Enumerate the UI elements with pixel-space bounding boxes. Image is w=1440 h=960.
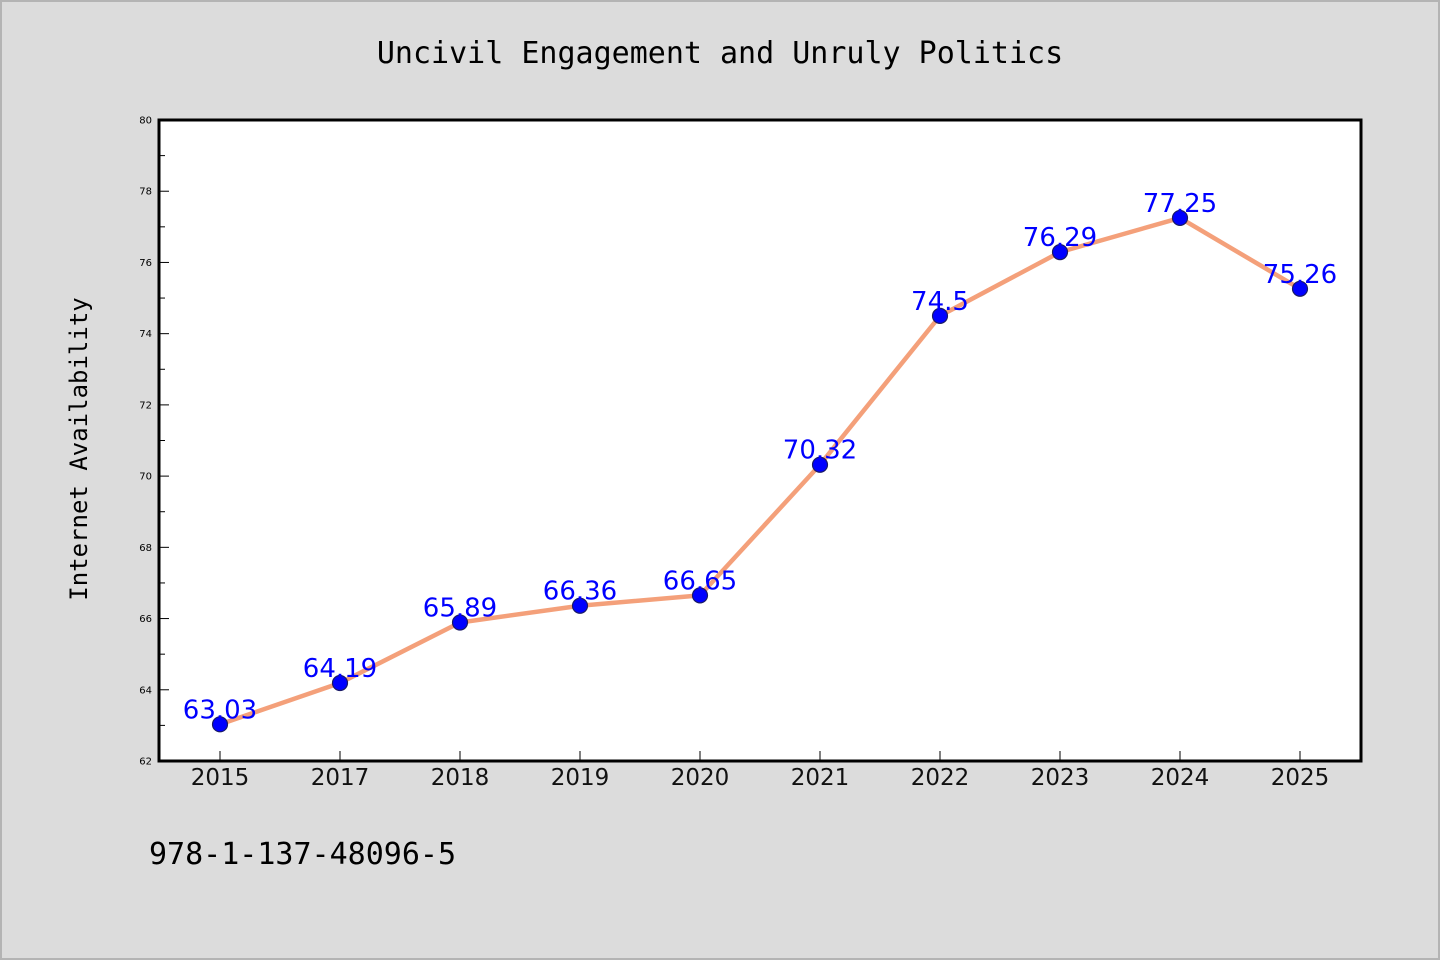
y-axis-label: Internet Availability	[65, 297, 93, 600]
chart-title: Uncivil Engagement and Unruly Politics	[377, 36, 1063, 71]
footer-isbn: 978-1-137-48096-5	[149, 837, 456, 872]
x-tick-label: 2018	[431, 765, 490, 791]
y-tick-label: 74	[139, 329, 152, 340]
data-point	[331, 674, 349, 692]
data-label: 66.65	[663, 566, 737, 596]
data-label: 65.89	[423, 593, 497, 623]
y-tick-label: 70	[139, 472, 152, 483]
x-tick-label: 2024	[1151, 765, 1210, 791]
data-label: 76.29	[1023, 223, 1097, 253]
y-tick-label: 62	[139, 757, 152, 768]
y-tick-label: 72	[139, 400, 152, 411]
x-tick-label: 2017	[311, 765, 370, 791]
series-line	[217, 215, 1303, 727]
x-tick-label: 2022	[911, 765, 970, 791]
x-tick-label: 2015	[191, 765, 250, 791]
data-point	[1291, 280, 1309, 297]
data-label: 70.32	[783, 436, 857, 466]
data-label: 63.03	[183, 695, 257, 725]
data-point	[811, 456, 829, 473]
x-tick-label: 2023	[1031, 765, 1090, 791]
data-point	[691, 587, 709, 604]
y-tick-label: 76	[139, 258, 152, 269]
y-tick-label: 80	[139, 116, 152, 127]
data-label: 66.36	[543, 577, 617, 607]
x-tick-label: 2025	[1271, 765, 1330, 791]
data-point	[451, 614, 469, 631]
data-label: 77.25	[1143, 189, 1217, 219]
x-tick-label: 2020	[671, 765, 730, 791]
y-tick-label: 64	[139, 685, 152, 696]
x-tick-label: 2019	[551, 765, 610, 791]
y-tick-label: 78	[139, 187, 152, 198]
y-tick-label: 68	[139, 543, 152, 554]
plot-area	[159, 120, 1361, 761]
x-tick-label: 2021	[791, 765, 850, 791]
data-point	[1171, 209, 1189, 227]
data-label: 74.5	[911, 287, 969, 317]
x-axis-ticks: 2015 2017 2018 2019 2020 2021 2022 2023 2024 2025	[191, 751, 1330, 791]
data-point	[1051, 244, 1069, 261]
data-point	[571, 597, 589, 614]
data-label: 75.26	[1263, 260, 1337, 290]
data-point	[211, 716, 229, 733]
plot-frame	[157, 118, 1363, 763]
data-point	[931, 307, 949, 324]
y-tick-label: 66	[139, 614, 152, 625]
series-line-group: 63.03 64.19 65.89 66.36 66.65 70.32 74.5 76.29 7…	[183, 189, 1337, 733]
data-label: 64.19	[303, 654, 377, 684]
